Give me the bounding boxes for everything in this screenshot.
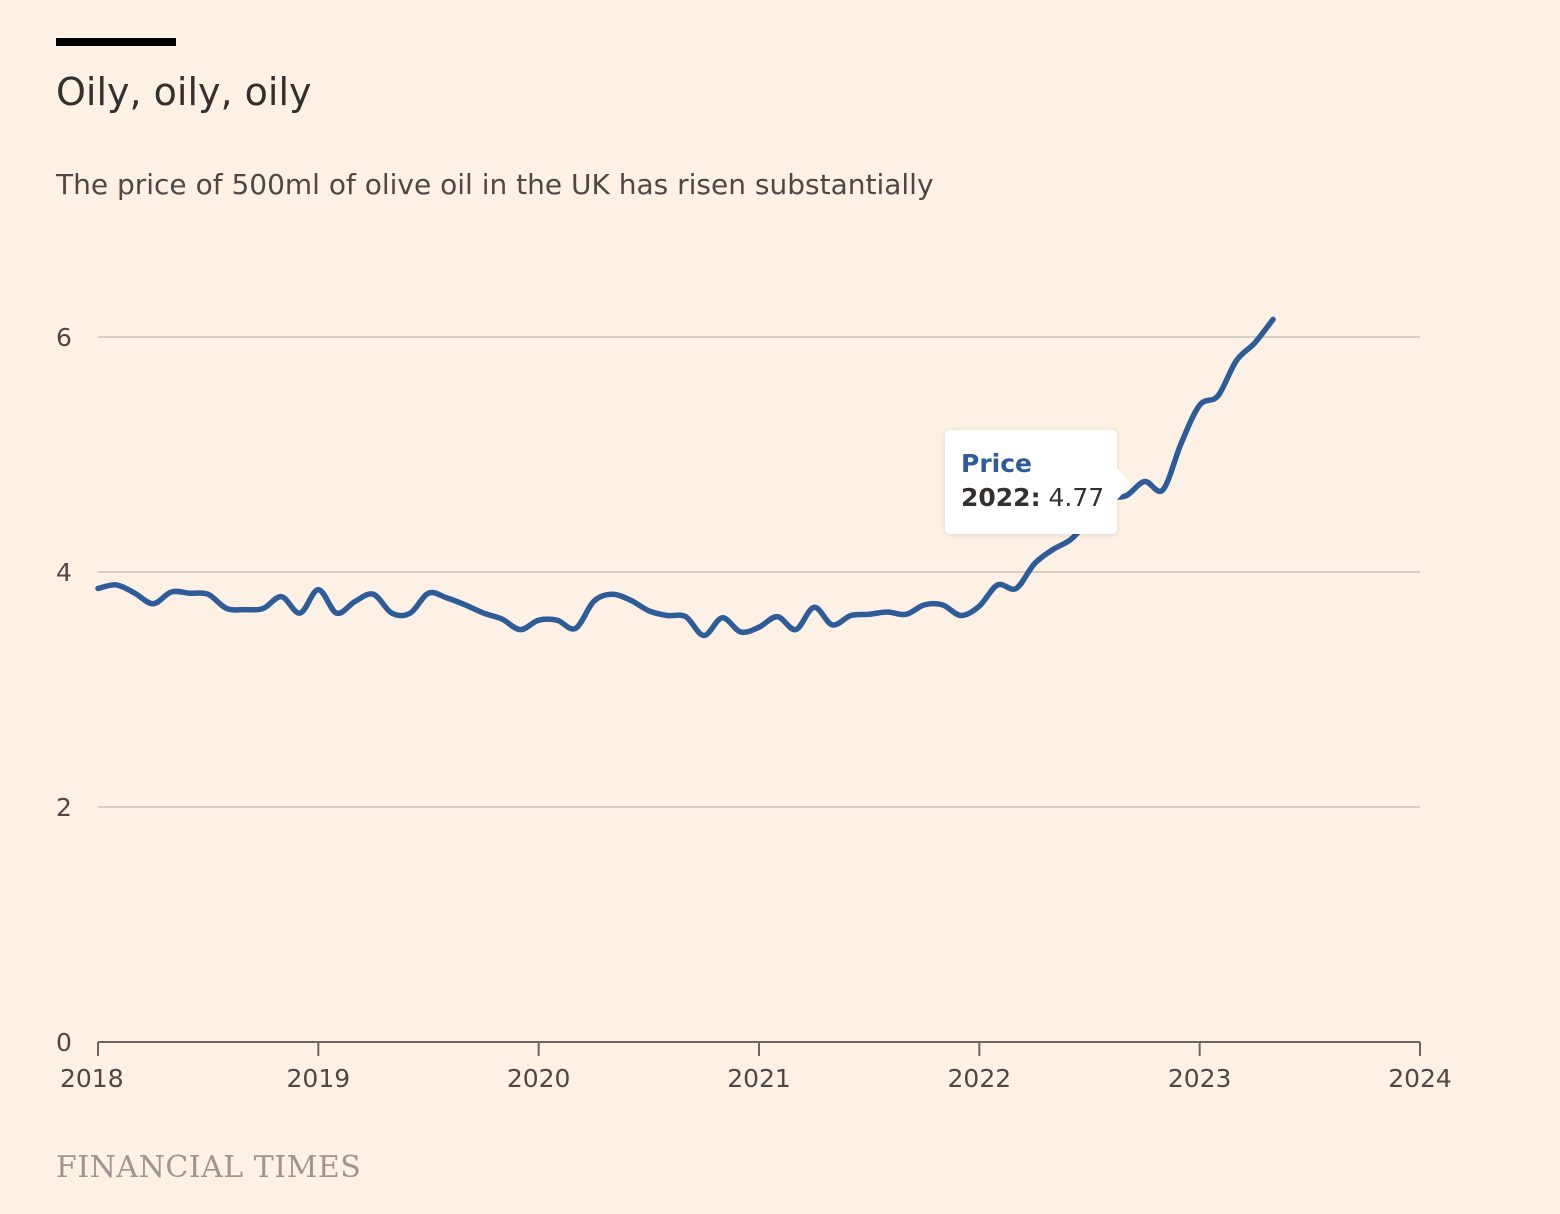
x-tick-label: 2020	[507, 1064, 571, 1093]
y-tick-label: 2	[56, 793, 72, 822]
tooltip-label: 2022:	[961, 483, 1041, 512]
x-tick-label: 2019	[287, 1064, 351, 1093]
tooltip-value-row: 2022: 4.77	[961, 480, 1104, 516]
x-tick-label: 2018	[60, 1064, 124, 1093]
title-accent-bar	[56, 38, 176, 46]
tooltip-series-name: Price	[961, 449, 1032, 478]
y-tick-label: 0	[56, 1028, 72, 1057]
x-tick-label: 2021	[727, 1064, 791, 1093]
source-logo-text: FINANCIAL TIMES	[56, 1150, 362, 1185]
x-axis: 2018 2019 2020 2021 2022 2023 2024	[60, 1041, 1452, 1093]
price-tooltip: Price 2022: 4.77	[945, 430, 1131, 534]
x-tick-label: 2023	[1168, 1064, 1232, 1093]
x-tick-label: 2024	[1388, 1064, 1452, 1093]
y-axis: 0 2 4 6	[56, 323, 72, 1057]
y-tick-label: 4	[56, 558, 72, 587]
x-tick-label: 2022	[948, 1064, 1012, 1093]
tooltip-value: 4.77	[1048, 483, 1105, 512]
y-tick-label: 6	[56, 323, 72, 352]
chart-title: Oily, oily, oily	[56, 70, 312, 114]
chart-subtitle: The price of 500ml of olive oil in the U…	[56, 168, 934, 201]
grid-lines	[98, 336, 1420, 808]
